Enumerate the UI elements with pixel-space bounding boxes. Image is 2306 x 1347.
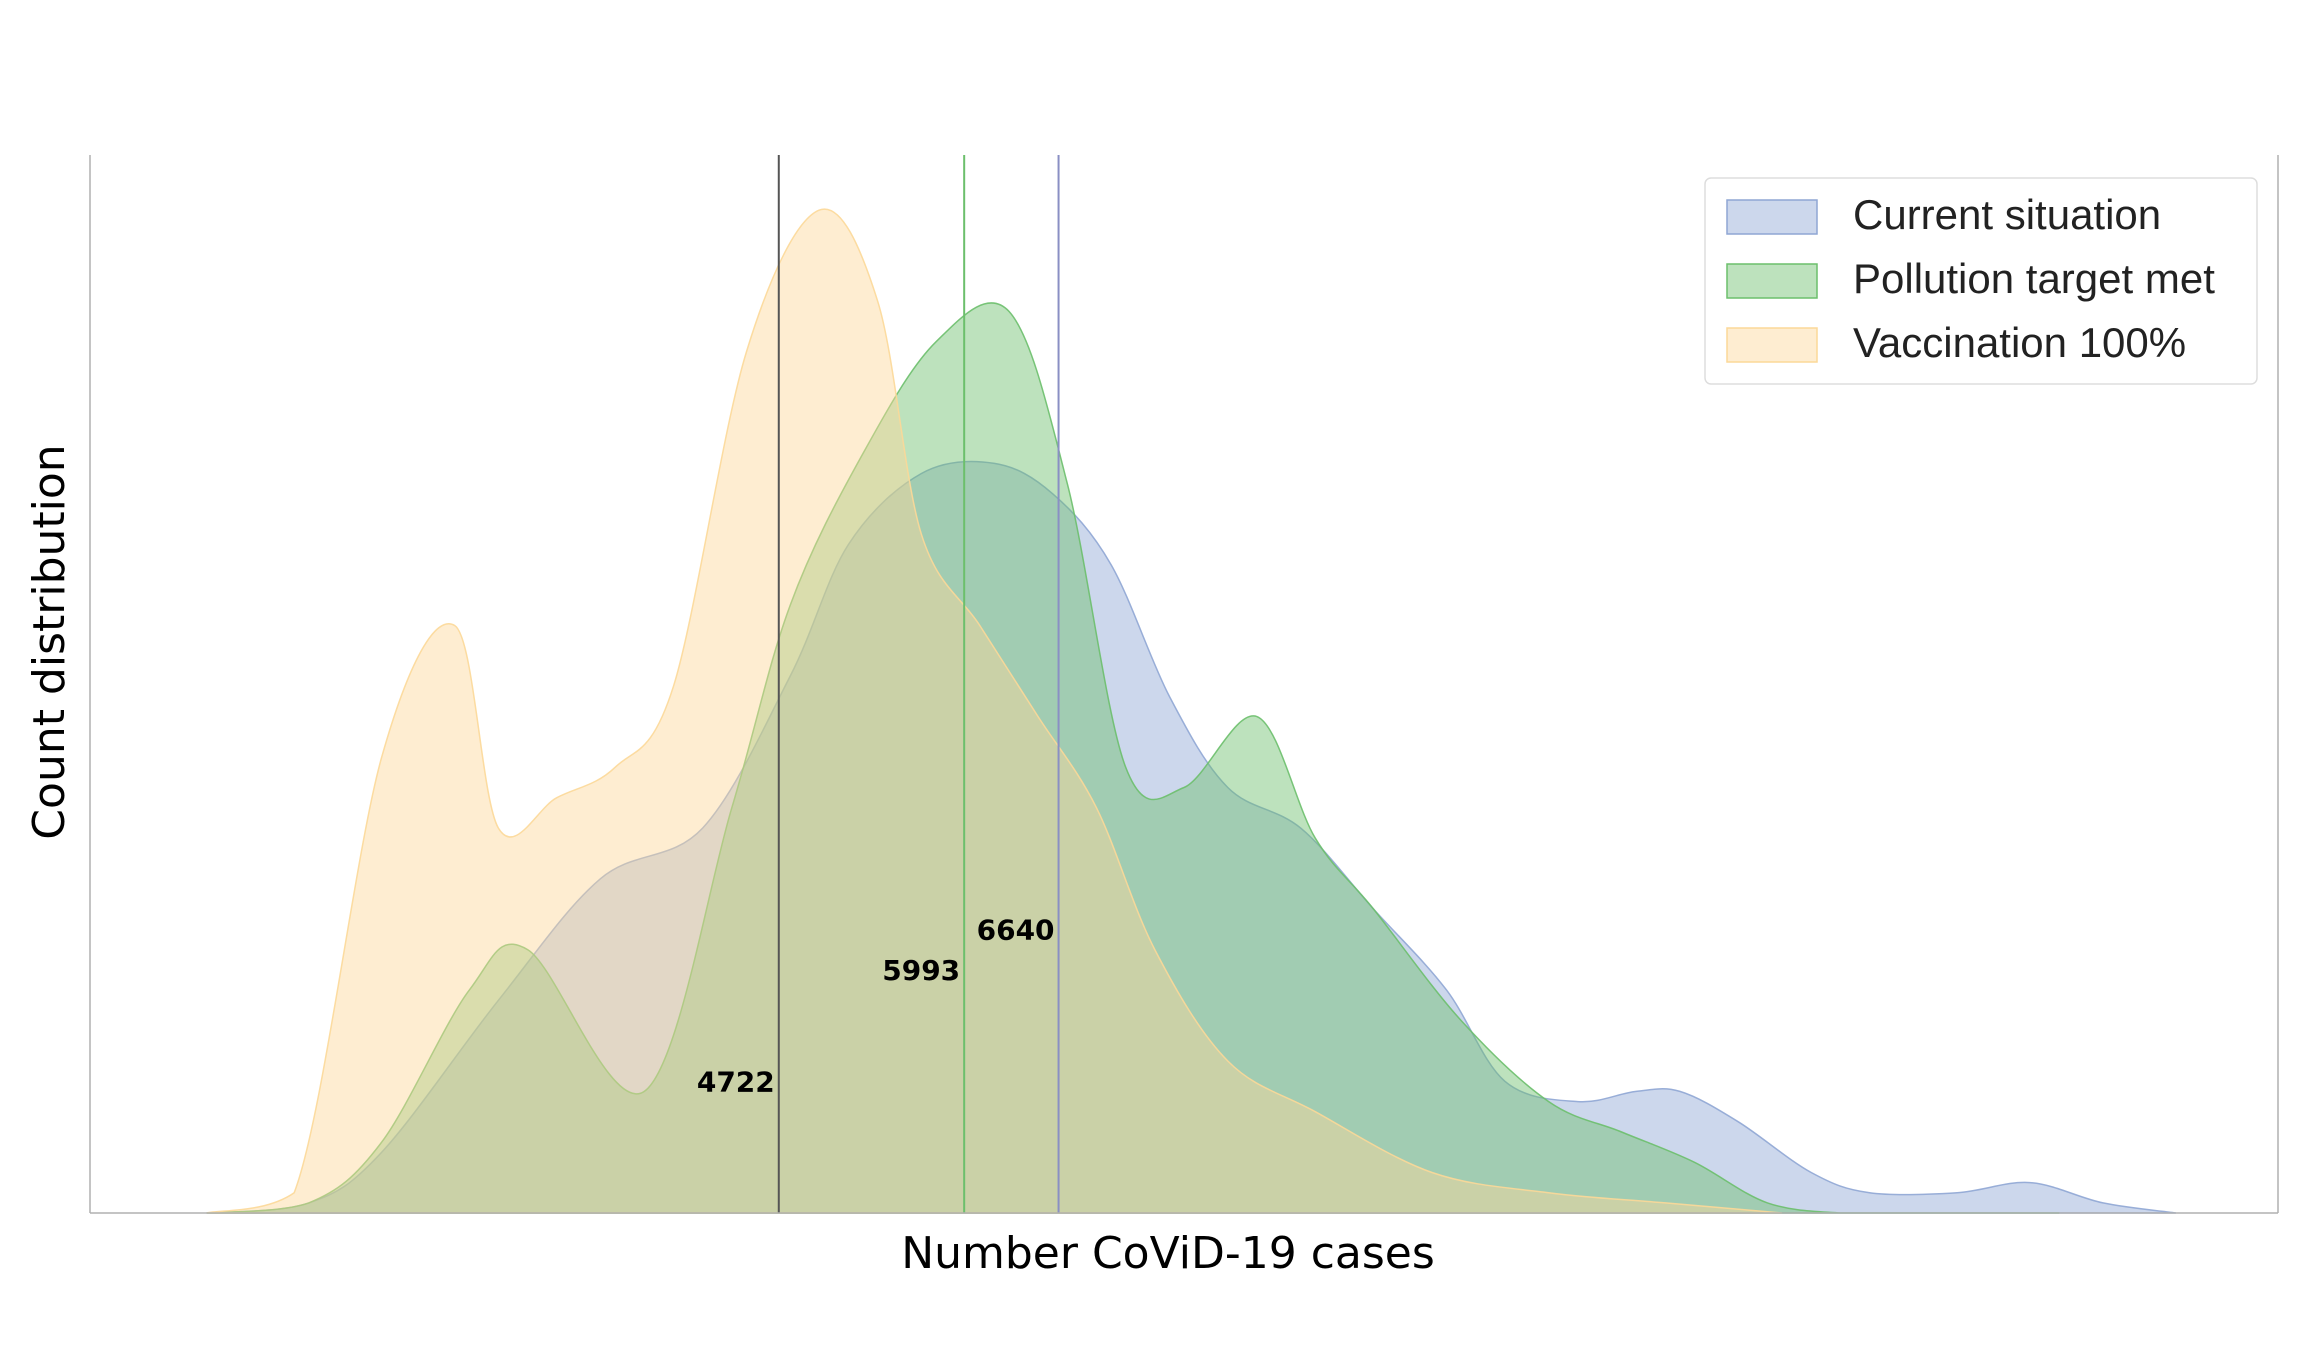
marker-label-6640: 6640 xyxy=(977,913,1055,946)
legend-label-current-situation: Current situation xyxy=(1853,191,2161,238)
marker-label-5993: 5993 xyxy=(882,954,960,987)
legend-box xyxy=(1704,177,2258,385)
area-vaccination-100 xyxy=(206,208,1783,1214)
legend-swatch-pollution-target-met xyxy=(1726,263,1818,299)
x-axis-title: Number CoViD-19 cases xyxy=(901,1228,1435,1279)
density-areas xyxy=(206,208,2177,1214)
area-pollution-target-met xyxy=(206,302,2060,1214)
axes xyxy=(89,155,2279,1214)
legend-swatch-vaccination-100 xyxy=(1726,327,1818,363)
legend-label-vaccination-100: Vaccination 100% xyxy=(1853,319,2186,366)
marker-label-4722: 4722 xyxy=(697,1065,775,1098)
legend: Current situation Pollution target met Vac… xyxy=(1704,177,2258,385)
median-markers: 4722 5993 6640 xyxy=(697,155,1060,1213)
area-current-situation xyxy=(206,460,2177,1214)
legend-label-pollution-target-met: Pollution target met xyxy=(1853,255,2215,302)
legend-swatch-current-situation xyxy=(1726,199,1818,235)
y-axis-title: Count distribution xyxy=(24,444,75,839)
